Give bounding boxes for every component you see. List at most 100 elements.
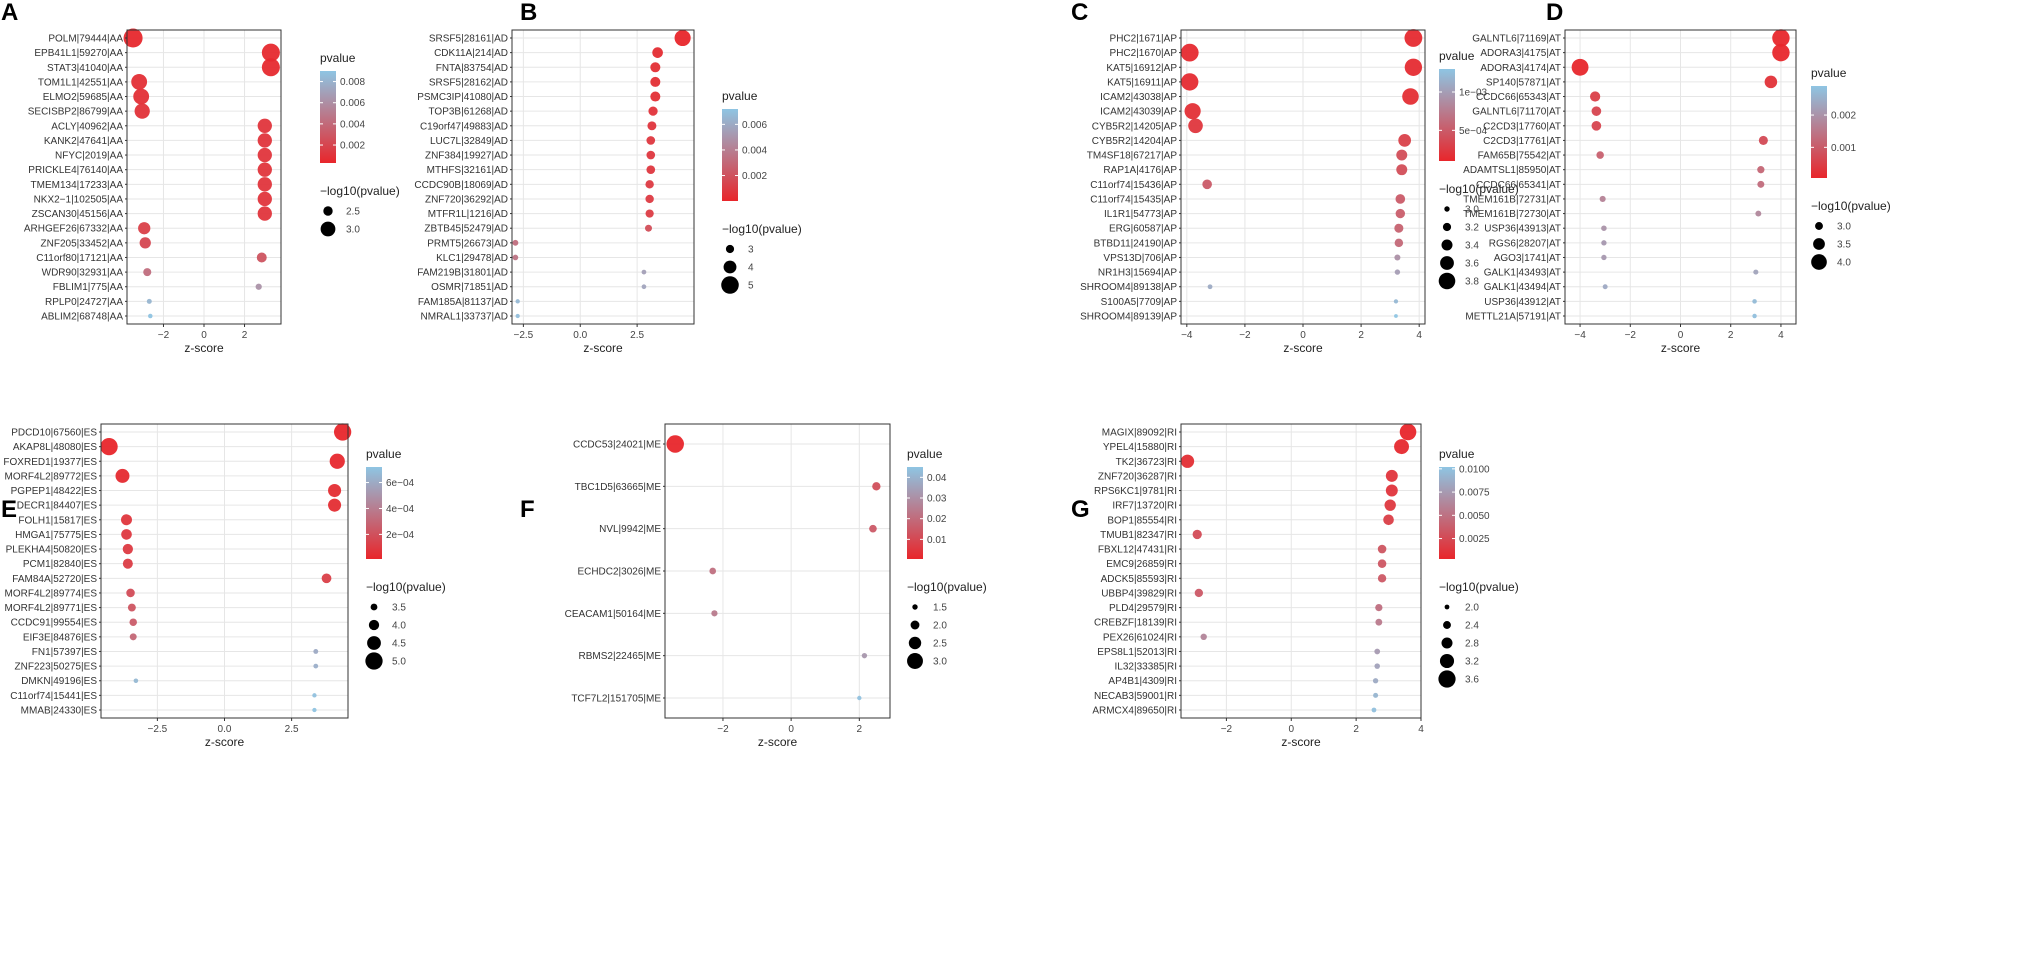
gene-label: C11orf74|15435|AP [1090,194,1177,205]
gene-label: PRMT5|26673|AD [427,238,508,249]
size-legend-title: −log10(pvalue) [320,184,400,198]
gene-label: IL1R1|54773|AP [1104,209,1177,220]
x-tick-label: 4 [1778,330,1784,341]
gene-label: NMRAL1|33737|AD [421,312,508,323]
size-legend-key [368,619,380,631]
plot-background-b [512,30,694,324]
color-tick-label: 0.002 [742,171,767,182]
panel-letter-d: D [1546,0,1563,26]
data-point [1377,559,1387,568]
gene-label: GALK1|43493|AT [1484,268,1561,279]
x-tick-label: 2 [857,724,863,735]
size-legend-label: 3.5 [1837,240,1851,251]
size-legend-key [1442,222,1452,232]
size-legend-key [1440,256,1454,270]
gene-label: PCM1|82840|ES [23,559,97,570]
panel-letter-e: E [1,496,17,523]
data-point [1372,678,1379,684]
data-point [257,147,272,163]
data-point [1181,73,1199,91]
color-tick-label: 0.008 [340,77,365,88]
gene-label: RGS6|28207|AT [1489,238,1561,249]
data-point [645,209,654,218]
gene-label: OSMR|71851|AD [431,282,508,293]
size-legend-title: −log10(pvalue) [722,222,802,236]
data-point [139,237,151,249]
gene-label: LUC7L|32849|AD [430,136,508,147]
gene-label: STAT3|41040|AA [47,63,123,74]
gene-label: ADCK5|85593|RI [1101,574,1177,585]
data-point [146,298,152,304]
data-point [127,603,136,612]
gene-label: BOP1|85554|RI [1107,515,1177,526]
data-point [711,610,718,617]
size-legend-key [1813,238,1825,250]
data-point [515,313,520,319]
data-point [646,150,656,160]
size-legend-key [323,206,333,216]
gene-label: SRSF5|28161|AD [429,34,508,45]
color-legend-title: pvalue [1811,66,1847,80]
gene-label: SECISBP2|86799|AA [28,107,124,118]
data-point [122,543,133,555]
gene-label: ZNF223|50275|ES [15,662,98,673]
data-point [1757,166,1765,174]
color-bar [1439,467,1455,559]
data-point [1385,469,1398,482]
data-point [857,695,862,701]
size-legend-label: 3.0 [346,225,360,236]
gene-label: ZNF720|36292|AD [425,194,508,205]
data-point [261,43,280,62]
data-point [328,498,342,512]
size-legend-title: −log10(pvalue) [1811,199,1891,213]
data-point [1758,135,1768,145]
data-point [1394,439,1409,455]
gene-label: PGPEP1|48422|ES [11,486,98,497]
data-point [115,468,130,483]
gene-label: GALNTL6|71169|AT [1472,34,1561,45]
data-point [1399,423,1417,441]
color-bar [722,109,738,201]
gene-label: FOLH1|15817|ES [18,515,97,526]
gene-label: USP36|43913|AT [1484,224,1561,235]
data-point [1394,223,1404,233]
data-point [134,103,150,119]
size-legend-key [365,652,383,670]
gene-label: NR1H3|15694|AP [1098,268,1177,279]
color-tick-label: 1e−03 [1459,88,1488,99]
gene-label: C2CD3|17760|AT [1483,121,1561,132]
size-legend-label: 5 [748,281,754,292]
gene-label: TOP3B|61268|AD [428,107,508,118]
gene-label: DECR1|84407|ES [17,501,98,512]
color-tick-label: 0.006 [742,120,767,131]
gene-label: DMKN|49196|ES [21,676,97,687]
data-point [646,165,656,175]
gene-label: MMAB|24330|ES [21,706,98,717]
gene-label: PLEKHA4|50820|ES [6,545,98,556]
gene-label: CCDC91|99554|ES [11,618,98,629]
gene-label: KANK2|47641|AA [44,136,123,147]
gene-label: RPS6KC1|9781|RI [1094,486,1177,497]
size-legend-key [725,244,735,254]
size-legend-title: −log10(pvalue) [366,580,446,594]
gene-label: ICAM2|43039|AP [1100,107,1177,118]
gene-label: SRSF5|28162|AD [429,77,508,88]
size-legend-label: 4.5 [392,639,406,650]
data-point [121,529,132,540]
data-point [647,121,657,131]
data-point [1571,58,1589,76]
x-tick-label: −2 [717,724,729,735]
gene-label: EPB41L1|59270|AA [34,48,123,59]
x-tick-label: −2 [158,330,170,341]
size-legend-label: 3.0 [1465,205,1479,216]
gene-label: CCDC66|65341|AT [1476,180,1561,191]
color-tick-label: 0.0025 [1459,534,1490,545]
size-legend-key [370,603,378,611]
gene-label: CCDC66|65343|AT [1476,92,1561,103]
gene-label: NFYC|2019|AA [55,151,123,162]
data-point [1772,43,1790,62]
data-point [333,423,352,441]
gene-label: BTBD11|24190|AP [1094,238,1178,249]
color-tick-label: 0.0050 [1459,511,1490,522]
size-legend-label: 2.5 [346,207,360,218]
